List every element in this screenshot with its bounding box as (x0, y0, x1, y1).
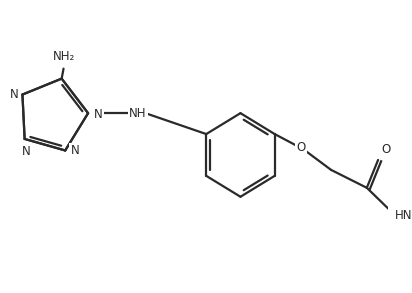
Text: HN: HN (395, 209, 412, 222)
Text: N: N (71, 144, 80, 157)
Text: N: N (10, 88, 19, 101)
Text: O: O (296, 142, 306, 154)
Text: O: O (382, 143, 391, 156)
Text: N: N (94, 108, 103, 121)
Text: N: N (22, 145, 31, 158)
Text: NH₂: NH₂ (52, 50, 75, 63)
Text: NH: NH (129, 107, 147, 120)
